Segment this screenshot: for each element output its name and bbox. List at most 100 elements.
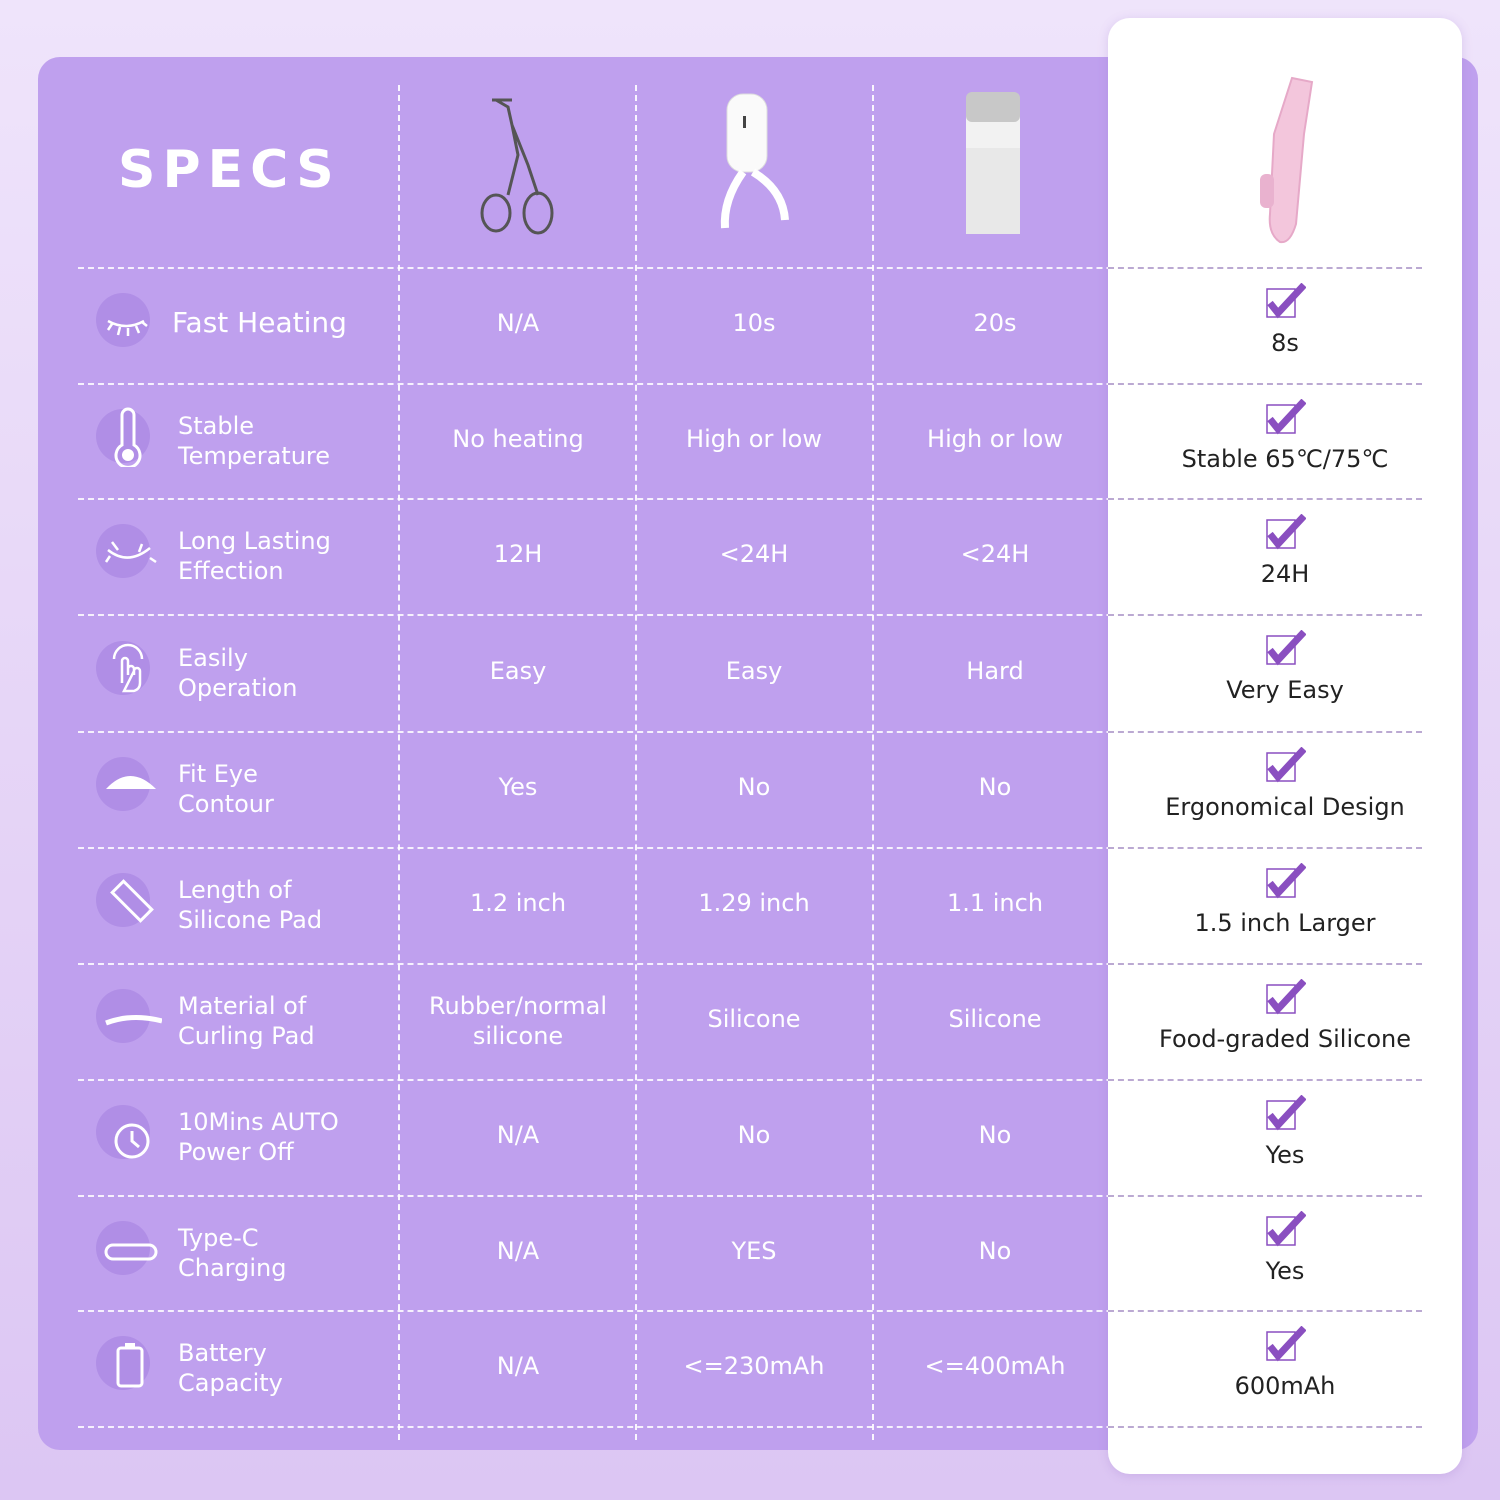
row-divider: [1108, 963, 1422, 965]
check-icon: [1266, 629, 1307, 670]
best-value: 600mAh: [1234, 1372, 1336, 1400]
spec-value: No: [978, 773, 1012, 801]
column-divider: [635, 85, 637, 1440]
spec-label: Fast Heating: [172, 306, 347, 339]
spec-value: No heating: [452, 424, 584, 453]
spec-label: 10Mins AUTO Power Off: [178, 1108, 339, 1166]
row-divider: [1108, 498, 1422, 500]
spec-value: Silicone: [707, 1005, 801, 1033]
eyelash-icon: [96, 524, 157, 578]
spec-value: 1.2 inch: [469, 889, 567, 917]
spec-value: Hard: [966, 656, 1024, 685]
ruler-icon: [96, 873, 154, 927]
spec-value: YES: [731, 1236, 777, 1265]
column-divider: [872, 85, 874, 1440]
best-value: Food-graded Silicone: [1159, 1025, 1411, 1053]
spec-label: Easily Operation: [178, 643, 298, 702]
eye-contour-icon: [96, 757, 156, 811]
spec-value: High or low: [686, 424, 822, 453]
column-divider: [398, 85, 400, 1440]
check-icon: [1266, 1325, 1307, 1366]
heated-stick-curler-icon: [962, 88, 1022, 242]
row-divider: [78, 1426, 1422, 1428]
row-divider: [78, 1310, 1422, 1312]
row-divider: [1108, 1079, 1422, 1081]
closed-eye-lash-icon: [96, 293, 150, 347]
row-divider: [1108, 1195, 1422, 1197]
row-divider: [1108, 847, 1422, 849]
check-icon: [1266, 398, 1307, 439]
specs-title: SPECS: [118, 140, 341, 200]
row-divider: [1108, 731, 1422, 733]
check-icon: [1266, 1210, 1307, 1251]
curling-pad-icon: [96, 989, 162, 1043]
check-icon: [1266, 513, 1307, 554]
best-value: 1.5 inch Larger: [1194, 909, 1376, 937]
manual-curler-icon: [478, 95, 558, 241]
spec-value: <24H: [960, 540, 1030, 568]
spec-value: No: [978, 1236, 1012, 1265]
spec-label: Type-C Charging: [178, 1223, 287, 1282]
row-divider: [1108, 267, 1422, 269]
spec-value: 1.1 inch: [946, 889, 1044, 917]
type-c-port-icon: [96, 1220, 158, 1275]
spec-value: N/A: [496, 1121, 540, 1149]
battery-icon: [96, 1336, 150, 1390]
best-value: 8s: [1271, 329, 1299, 357]
heated-scissor-curler-icon: [713, 90, 797, 244]
row-divider: [78, 847, 1422, 849]
best-value: 24H: [1260, 560, 1310, 588]
best-value: Stable 65℃/75℃: [1181, 445, 1389, 473]
check-icon: [1266, 1094, 1307, 1135]
spec-value: Rubber/normal silicone: [428, 992, 608, 1050]
row-divider: [78, 614, 1422, 616]
best-value: Very Easy: [1226, 676, 1344, 704]
spec-value: <24H: [719, 540, 789, 568]
row-divider: [1108, 614, 1422, 616]
spec-value: N/A: [496, 1236, 540, 1265]
spec-label: Long Lasting Effection: [178, 527, 331, 585]
spec-value: High or low: [927, 424, 1063, 453]
thermometer-icon: [96, 407, 150, 467]
spec-value: N/A: [496, 309, 540, 337]
row-divider: [78, 963, 1422, 965]
spec-label: Material of Curling Pad: [178, 992, 315, 1050]
spec-label: Battery Capacity: [178, 1339, 283, 1397]
row-divider: [78, 267, 1422, 269]
row-divider: [78, 383, 1422, 385]
spec-value: <=230mAh: [683, 1352, 825, 1380]
spec-label: Length of Silicone Pad: [178, 876, 323, 934]
spec-value: Yes: [498, 773, 538, 801]
clock-auto-off-icon: [96, 1105, 150, 1159]
touch-hand-icon: [96, 640, 150, 695]
row-divider: [78, 1195, 1422, 1197]
row-divider: [1108, 1426, 1422, 1428]
row-divider: [78, 1079, 1422, 1081]
check-icon: [1266, 978, 1307, 1019]
spec-value: <=400mAh: [924, 1352, 1066, 1380]
spec-value: 1.29 inch: [698, 889, 810, 917]
spec-value: Silicone: [948, 1005, 1042, 1033]
check-icon: [1266, 862, 1307, 903]
spec-value: 12H: [493, 540, 543, 568]
best-value: Yes: [1265, 1141, 1305, 1169]
check-icon: [1266, 282, 1307, 323]
spec-value: 20s: [973, 309, 1017, 337]
best-value: Ergonomical Design: [1165, 793, 1405, 821]
spec-value: 10s: [732, 309, 776, 337]
row-divider: [78, 731, 1422, 733]
row-divider: [1108, 383, 1422, 385]
spec-value: Easy: [489, 656, 547, 685]
spec-value: N/A: [496, 1352, 540, 1380]
spec-value: No: [737, 773, 771, 801]
spec-label: Fit Eye Contour: [178, 760, 274, 818]
row-divider: [1108, 1310, 1422, 1312]
check-icon: [1266, 746, 1307, 787]
best-value: Yes: [1265, 1257, 1305, 1285]
pink-heated-curler-icon: [1252, 74, 1322, 252]
spec-label: Stable Temperature: [178, 411, 331, 470]
row-divider: [78, 498, 1422, 500]
spec-value: No: [737, 1121, 771, 1149]
spec-value: No: [978, 1121, 1012, 1149]
spec-value: Easy: [725, 656, 783, 685]
